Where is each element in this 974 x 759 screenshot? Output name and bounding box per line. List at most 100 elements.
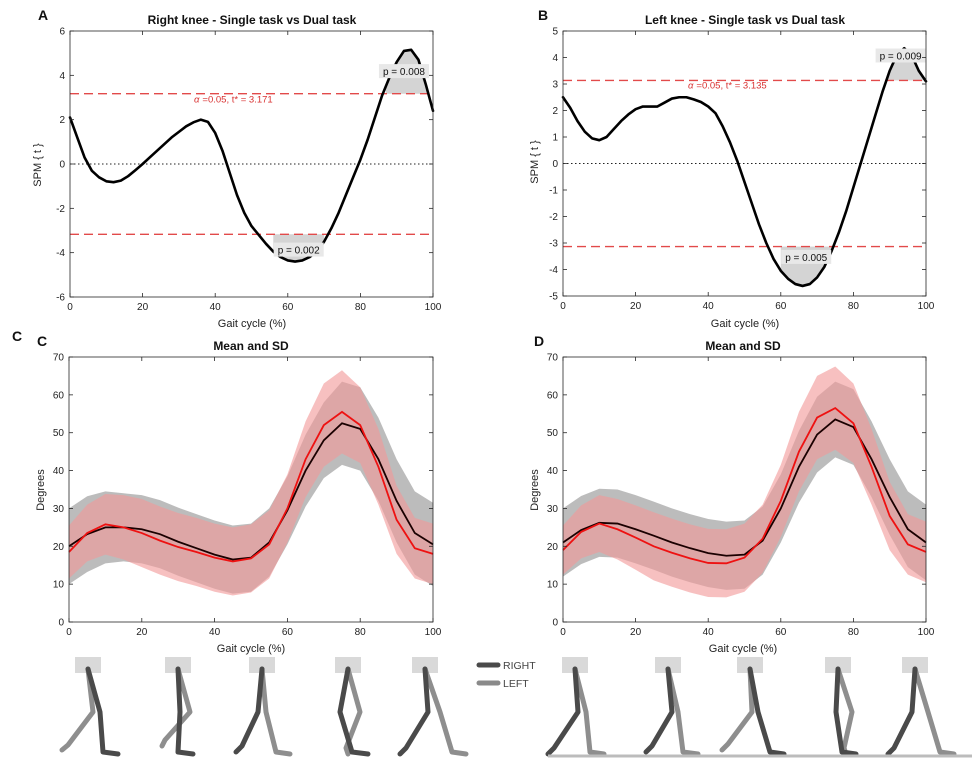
y-tick-label: -6 — [56, 293, 65, 304]
spm-chart-right-knee: Right knee - Single task vs Dual task α =… — [32, 13, 442, 330]
y-tick-label: 40 — [53, 466, 65, 477]
threshold-alpha: α — [194, 95, 200, 106]
x-tick-label: 80 — [848, 627, 860, 638]
right-leg — [175, 666, 196, 757]
limb-legend: RIGHT LEFT — [476, 660, 536, 690]
left-leg — [665, 666, 701, 757]
x-tick-label: 0 — [560, 627, 566, 638]
y-tick-label: 20 — [53, 542, 65, 553]
panel-letter-d: D — [534, 333, 544, 349]
spm-chart-left-knee: Left knee - Single task vs Dual task α =0… — [529, 13, 935, 330]
y-tick-label: -1 — [549, 186, 558, 197]
y-tick-label: 4 — [552, 53, 558, 64]
pelvis-block — [902, 657, 928, 673]
panel-letter-a: A — [38, 7, 48, 23]
x-tick-label: 20 — [630, 301, 642, 312]
x-tick-label: 100 — [918, 627, 935, 638]
x-tick-label: 20 — [137, 302, 149, 313]
spm-curve — [561, 46, 928, 288]
y-tick-label: -4 — [549, 265, 558, 276]
pelvis-block — [655, 657, 681, 673]
x-tick-label: 60 — [775, 301, 787, 312]
y-tick-label: 0 — [58, 618, 64, 629]
y-tick-label: 70 — [53, 353, 65, 364]
plot-frame — [68, 356, 434, 623]
x-axis-label: Gait cycle (%) — [709, 643, 777, 655]
x-tick-label: 20 — [136, 627, 148, 638]
pelvis-block — [75, 657, 101, 673]
legend-label-right: RIGHT — [503, 660, 536, 672]
y-tick-label: 10 — [547, 580, 559, 591]
y-tick-label: 2 — [59, 115, 65, 126]
chart-title: Mean and SD — [705, 339, 781, 353]
pelvis-block — [335, 657, 361, 673]
x-tick-label: 60 — [282, 302, 294, 313]
y-tick-label: -3 — [549, 239, 558, 250]
gait-figure — [159, 657, 196, 757]
x-tick-label: 20 — [630, 627, 642, 638]
gait-figure — [825, 657, 859, 757]
threshold-label: α =0.05, t* = 3.171 — [194, 95, 273, 106]
y-tick-label: 50 — [53, 428, 65, 439]
y-axis-label: Degrees — [529, 469, 541, 511]
x-tick-label: 100 — [425, 627, 442, 638]
right-leg — [85, 666, 121, 757]
spm-curve — [68, 48, 435, 263]
pelvis-block — [412, 657, 438, 673]
sd-band-left — [563, 366, 926, 598]
x-tick-label: 40 — [210, 302, 222, 313]
mean-line-left — [68, 410, 434, 563]
sd-band-left — [69, 370, 433, 596]
x-axis-label: Gait cycle (%) — [218, 318, 286, 330]
pelvis-block — [562, 657, 588, 673]
y-tick-label: -5 — [549, 292, 558, 303]
gait-figure — [545, 657, 607, 757]
left-leg — [259, 666, 293, 757]
gait-figure — [885, 657, 957, 757]
y-tick-label: -2 — [56, 204, 65, 215]
y-tick-label: 60 — [53, 390, 65, 401]
y-tick-label: -2 — [549, 212, 558, 223]
y-tick-label: 0 — [59, 160, 65, 171]
right-leg — [397, 666, 431, 757]
p-value-label: p = 0.008 — [383, 67, 425, 78]
x-axis-label: Gait cycle (%) — [217, 643, 285, 655]
left-leg — [912, 666, 957, 757]
y-tick-label: 2 — [552, 106, 558, 117]
y-tick-label: 0 — [552, 159, 558, 170]
right-leg — [833, 666, 859, 757]
right-leg — [337, 666, 371, 757]
plot-frame — [562, 356, 927, 623]
x-tick-label: 60 — [775, 627, 787, 638]
right-leg — [747, 666, 787, 757]
x-tick-label: 0 — [66, 627, 72, 638]
y-axis-label: Degrees — [35, 469, 47, 511]
y-tick-label: 6 — [59, 27, 65, 38]
x-tick-label: 100 — [918, 301, 935, 312]
threshold-value: =0.05, t* = 3.135 — [696, 80, 766, 91]
p-value-box — [875, 48, 926, 63]
x-tick-label: 40 — [703, 301, 715, 312]
right-leg — [233, 666, 265, 755]
y-tick-label: 40 — [547, 466, 559, 477]
p-value-label: p = 0.005 — [785, 253, 827, 264]
p-value-box — [378, 64, 429, 79]
gait-figure — [335, 657, 371, 757]
left-leg — [572, 666, 607, 757]
y-tick-label: 10 — [53, 580, 65, 591]
y-tick-label: 70 — [547, 353, 559, 364]
y-axis-label: SPM { t } — [529, 140, 541, 184]
y-tick-label: 20 — [547, 542, 559, 553]
threshold-alpha: α — [688, 80, 694, 91]
chart-title: Right knee - Single task vs Dual task — [148, 13, 357, 27]
left-leg — [159, 666, 193, 749]
y-axis-label: SPM { t } — [32, 143, 44, 187]
pelvis-block — [737, 657, 763, 673]
gait-figure — [59, 657, 121, 757]
threshold-value: =0.05, t* = 3.171 — [202, 95, 272, 106]
chart-title: Left knee - Single task vs Dual task — [645, 13, 845, 27]
panel-letter-b: B — [538, 7, 548, 23]
x-tick-label: 80 — [355, 627, 367, 638]
x-tick-label: 60 — [282, 627, 294, 638]
x-tick-label: 80 — [848, 301, 860, 312]
